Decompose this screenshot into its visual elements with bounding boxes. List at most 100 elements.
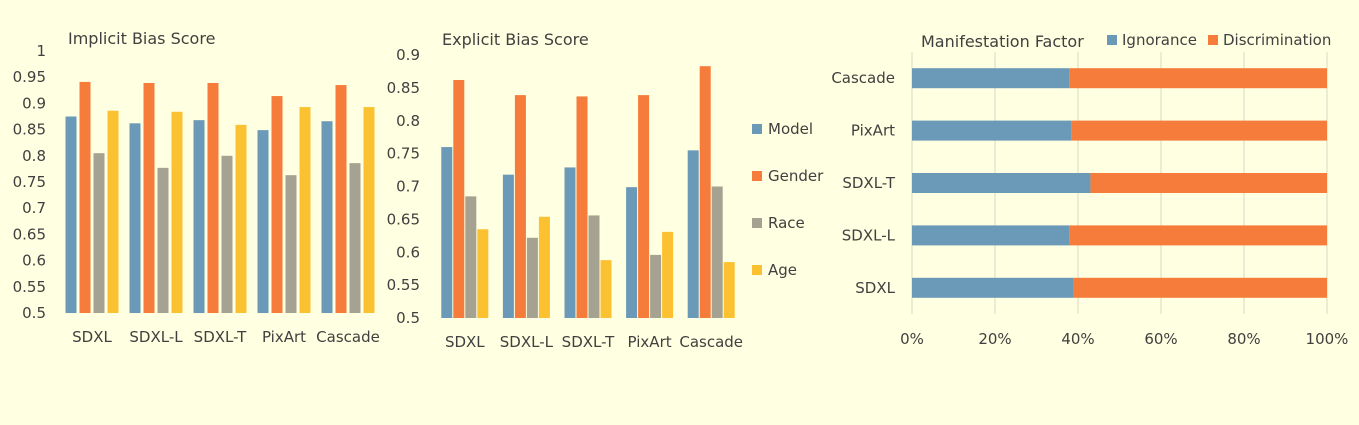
x-tick-label: SDXL bbox=[72, 328, 112, 346]
chart-explicit-bias-score: Explicit Bias Score 0.5 0.55 0.6 0.65 0.7 0.75… bbox=[387, 30, 825, 351]
bar-pixart-s3 bbox=[662, 231, 674, 318]
bar-pixart-s0 bbox=[626, 187, 638, 318]
bar-sdxl-t-s3 bbox=[600, 260, 612, 318]
bar-cascade-s2 bbox=[711, 186, 723, 318]
bar-sdxl-l-s3 bbox=[171, 111, 183, 313]
bar-sdxl-l-discrimination bbox=[1069, 225, 1327, 246]
bar-sdxl-s3 bbox=[477, 229, 489, 318]
bar-pixart-s2 bbox=[285, 175, 297, 313]
x-tick-label: PixArt bbox=[262, 328, 306, 346]
y-tick-label: 0.9 bbox=[396, 46, 420, 64]
legend-label-discrimination: Discrimination bbox=[1223, 31, 1331, 49]
chart-manifestation-factor: Manifestation Factor Ignorance Discriminat… bbox=[831, 31, 1348, 348]
x-tick-label: SDXL-L bbox=[500, 333, 554, 351]
legend-swatch-model bbox=[752, 124, 762, 134]
legend-swatch-age bbox=[752, 265, 762, 275]
bar-sdxl-t-s2 bbox=[221, 155, 233, 313]
y-tick-label: 0.85 bbox=[387, 79, 420, 97]
x-tick-label: 100% bbox=[1306, 330, 1349, 348]
chart-title: Manifestation Factor bbox=[921, 32, 1084, 51]
y-tick-label: 0.6 bbox=[22, 252, 46, 270]
bar-sdxl-l-s0 bbox=[502, 174, 514, 318]
bar-sdxl-l-s1 bbox=[514, 95, 526, 318]
x-tick-label: Cascade bbox=[316, 328, 380, 346]
legend-label-age: Age bbox=[768, 261, 797, 279]
bar-cascade-s3 bbox=[363, 107, 375, 314]
bar-sdxl-l-s2 bbox=[526, 237, 538, 318]
bar-sdxl-t-s1 bbox=[576, 96, 588, 318]
bar-sdxl-t-s2 bbox=[588, 215, 600, 318]
x-tick-label: 60% bbox=[1144, 330, 1177, 348]
bar-pixart-discrimination bbox=[1071, 120, 1327, 141]
y-tick-label: 0.65 bbox=[13, 225, 46, 243]
x-tick-label: 80% bbox=[1227, 330, 1260, 348]
y-tick-label: 0.8 bbox=[22, 147, 46, 165]
y-tick-label: PixArt bbox=[851, 122, 895, 140]
x-tick-label: 20% bbox=[978, 330, 1011, 348]
chart-title: Explicit Bias Score bbox=[442, 30, 589, 49]
bar-pixart-s1 bbox=[271, 96, 283, 314]
y-tick-label: 0.75 bbox=[387, 145, 420, 163]
bar-sdxl-l-s1 bbox=[143, 82, 155, 314]
y-tick-label: 0.55 bbox=[13, 278, 46, 296]
bar-sdxl-discrimination bbox=[1073, 277, 1327, 298]
y-tick-label: 0.6 bbox=[396, 243, 420, 261]
y-tick-label: SDXL bbox=[855, 279, 895, 297]
legend-swatch-ignorance bbox=[1107, 35, 1117, 45]
x-tick-label: SDXL-T bbox=[562, 333, 615, 351]
bar-sdxl-l-s2 bbox=[157, 167, 169, 313]
bar-cascade-s0 bbox=[321, 121, 333, 313]
x-tick-label: 40% bbox=[1061, 330, 1094, 348]
bar-sdxl-s0 bbox=[441, 147, 453, 318]
bar-sdxl-t-ignorance bbox=[912, 173, 1091, 193]
bar-sdxl-t-s1 bbox=[207, 82, 219, 314]
x-tick-label: 0% bbox=[900, 330, 924, 348]
bar-pixart-s1 bbox=[638, 95, 650, 318]
bar-cascade-s2 bbox=[349, 163, 361, 313]
x-tick-label: SDXL-T bbox=[194, 328, 247, 346]
bar-cascade-s1 bbox=[335, 85, 347, 313]
bar-sdxl-ignorance bbox=[912, 277, 1074, 298]
y-tick-label: 0.8 bbox=[396, 112, 420, 130]
legend-label-race: Race bbox=[768, 214, 805, 232]
y-tick-label: 0.85 bbox=[13, 121, 46, 139]
bar-cascade-s0 bbox=[687, 150, 699, 318]
bar-pixart-s2 bbox=[650, 254, 662, 318]
chart-implicit-bias-score: Implicit Bias Score 0.5 0.55 0.6 0.65 0.7 0.75… bbox=[13, 29, 380, 346]
y-tick-label: 0.55 bbox=[387, 276, 420, 294]
legend-swatch-discrimination bbox=[1208, 35, 1218, 45]
bar-sdxl-s0 bbox=[65, 116, 77, 313]
legend-label-model: Model bbox=[768, 120, 813, 138]
y-tick-label: Cascade bbox=[831, 69, 895, 87]
bar-sdxl-l-ignorance bbox=[912, 225, 1070, 246]
bar-sdxl-l-s3 bbox=[538, 216, 550, 318]
legend-swatch-gender bbox=[752, 171, 762, 181]
bar-cascade-s3 bbox=[723, 262, 735, 318]
x-tick-label: Cascade bbox=[679, 333, 743, 351]
bar-cascade-s1 bbox=[699, 66, 711, 319]
y-tick-label: 0.5 bbox=[396, 309, 420, 327]
bar-sdxl-s3 bbox=[107, 110, 119, 314]
y-tick-label: 0.5 bbox=[22, 304, 46, 322]
bar-pixart-s3 bbox=[299, 107, 311, 314]
y-tick-label: 0.95 bbox=[13, 68, 46, 86]
y-tick-label: SDXL-T bbox=[842, 174, 895, 192]
x-tick-label: SDXL bbox=[445, 333, 485, 351]
bar-sdxl-s1 bbox=[453, 79, 465, 318]
y-tick-label: 0.75 bbox=[13, 173, 46, 191]
x-tick-label: PixArt bbox=[628, 333, 672, 351]
legend-label-ignorance: Ignorance bbox=[1122, 31, 1197, 49]
y-tick-label: 1 bbox=[36, 42, 46, 60]
y-tick-label: 0.7 bbox=[396, 178, 420, 196]
x-tick-label: SDXL-L bbox=[129, 328, 183, 346]
bar-sdxl-s2 bbox=[465, 196, 477, 318]
bar-sdxl-s2 bbox=[93, 153, 105, 313]
legend-label-gender: Gender bbox=[768, 167, 824, 185]
bar-sdxl-t-discrimination bbox=[1090, 173, 1327, 193]
chart-title: Implicit Bias Score bbox=[68, 29, 215, 48]
bar-cascade-discrimination bbox=[1069, 68, 1327, 89]
bar-cascade-ignorance bbox=[912, 68, 1070, 89]
bar-sdxl-t-s0 bbox=[564, 167, 576, 318]
y-tick-label: 0.65 bbox=[387, 210, 420, 228]
